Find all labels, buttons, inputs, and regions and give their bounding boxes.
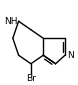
Text: N: N <box>67 51 75 60</box>
Text: N: N <box>67 51 74 60</box>
Text: NH: NH <box>2 17 17 26</box>
Text: Br: Br <box>25 74 37 83</box>
Text: NH: NH <box>4 17 17 26</box>
Text: Br: Br <box>26 74 36 83</box>
